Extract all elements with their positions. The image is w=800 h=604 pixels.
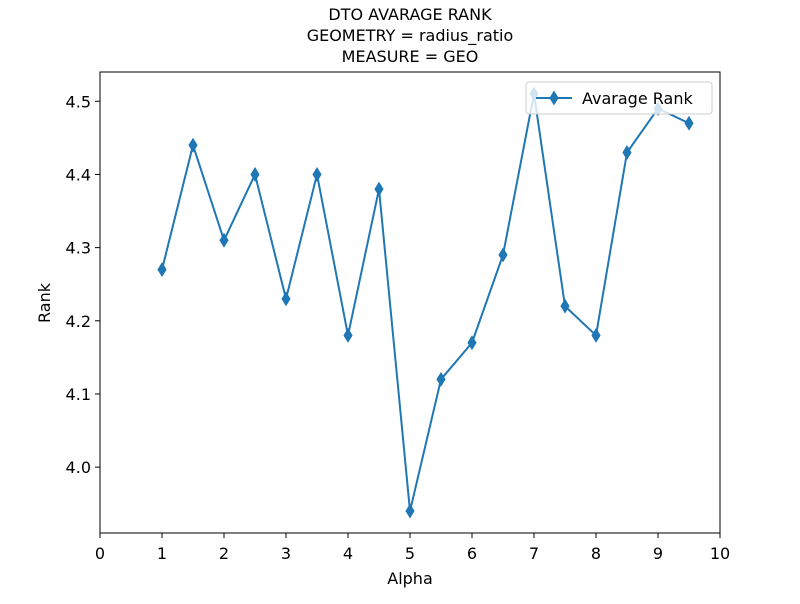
x-axis-label: Alpha bbox=[387, 569, 433, 588]
legend-box bbox=[525, 81, 713, 115]
chart-title-line-3: MEASURE = GEO bbox=[342, 47, 479, 66]
x-tick-label: 5 bbox=[405, 544, 415, 563]
x-tick-label: 7 bbox=[529, 544, 539, 563]
data-point bbox=[374, 181, 384, 197]
series-line bbox=[161, 92, 690, 513]
x-tick-label: 3 bbox=[281, 544, 291, 563]
x-tick-label: 10 bbox=[710, 544, 730, 563]
data-point bbox=[157, 262, 167, 278]
x-tick-label: 2 bbox=[219, 544, 229, 563]
y-tick-label: 4.4 bbox=[66, 165, 91, 184]
y-tick-label: 4.1 bbox=[66, 385, 91, 404]
data-point bbox=[312, 166, 322, 182]
chart-title: DTO AVARAGE RANK GEOMETRY = radius_ratio… bbox=[307, 5, 514, 66]
x-tick-label: 8 bbox=[591, 544, 601, 563]
data-point bbox=[281, 291, 291, 307]
y-tick-label: 4.0 bbox=[66, 458, 91, 477]
y-tick-label: 4.5 bbox=[66, 92, 91, 111]
data-point bbox=[622, 145, 632, 160]
y-tick-label: 4.2 bbox=[66, 312, 91, 331]
y-axis-label: Rank bbox=[35, 282, 54, 323]
data-point bbox=[250, 166, 260, 182]
data-point bbox=[219, 232, 229, 248]
x-tick-label: 4 bbox=[343, 544, 353, 563]
data-point bbox=[188, 137, 198, 153]
data-point bbox=[343, 327, 353, 343]
legend-marker-icon bbox=[549, 90, 559, 106]
data-point bbox=[467, 335, 477, 351]
data-point bbox=[498, 247, 508, 263]
x-tick-label: 6 bbox=[467, 544, 477, 563]
data-point bbox=[405, 503, 415, 519]
data-point bbox=[684, 115, 694, 131]
data-point bbox=[436, 371, 446, 387]
data-point bbox=[591, 327, 601, 343]
chart-title-line-1: DTO AVARAGE RANK bbox=[328, 5, 492, 24]
chart-title-line-2: GEOMETRY = radius_ratio bbox=[307, 26, 514, 46]
data-point bbox=[560, 298, 570, 314]
x-tick-label: 1 bbox=[157, 544, 167, 563]
y-tick-label: 4.3 bbox=[66, 239, 91, 258]
x-tick-label: 9 bbox=[653, 544, 663, 563]
legend-label: Avarage Rank bbox=[582, 89, 693, 108]
x-tick-label: 0 bbox=[95, 544, 105, 563]
